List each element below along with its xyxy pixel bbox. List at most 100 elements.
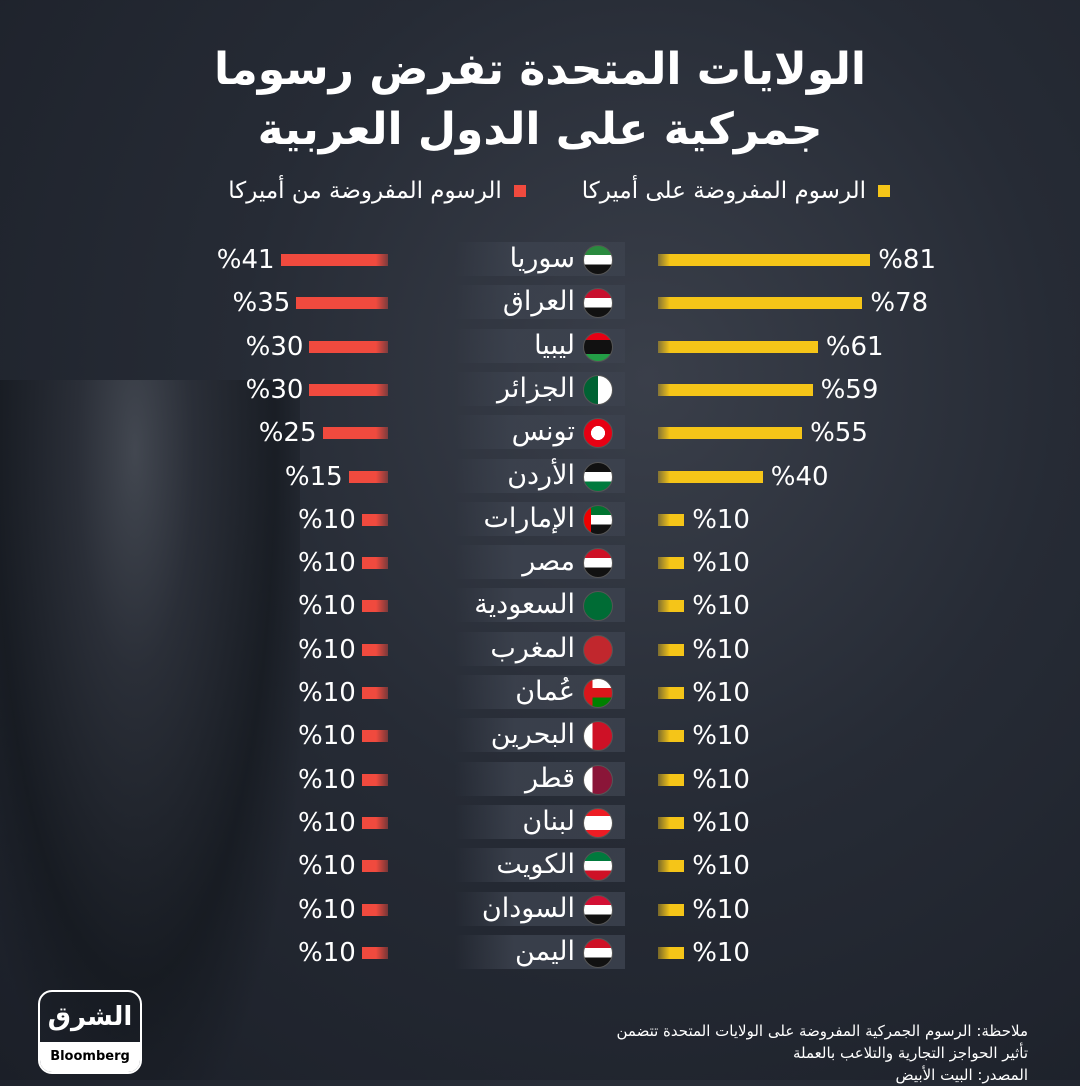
bar-tariff-by-us (361, 600, 388, 613)
chart-row: ليبيا %61 %30 (0, 327, 1080, 367)
bar-tariff-on-us (658, 730, 685, 743)
legend-swatch-red (513, 185, 526, 197)
chart-row: الإمارات %10 %10 (0, 500, 1080, 540)
chart-row: اليمن %10 %10 (0, 933, 1080, 973)
bar-tariff-by-us (309, 383, 388, 396)
value-tariff-on-us: %10 (692, 591, 750, 622)
logo-english: Bloomberg (40, 1042, 140, 1072)
chart-row: السعودية %10 %10 (0, 586, 1080, 626)
note-line: ملاحظة: الرسوم الجمركية المفروضة على الو… (616, 1022, 1028, 1040)
page-title: الولايات المتحدة تفرض رسوما جمركية على ا… (0, 40, 1080, 160)
iraq-flag-icon (583, 288, 613, 319)
bar-tariff-by-us (280, 254, 388, 266)
egypt-flag-icon (583, 548, 613, 579)
background-photo (0, 380, 300, 1080)
legend-swatch-yellow (878, 185, 890, 197)
chart-row: الأردن %40 %15 (0, 457, 1080, 497)
lebanon-flag-icon (583, 807, 613, 838)
bar-tariff-by-us (361, 730, 388, 743)
bar-tariff-on-us (658, 643, 685, 656)
country-name: الإمارات (483, 502, 575, 534)
chart-row: الكويت %10 %10 (0, 846, 1080, 886)
country-name: قطر (525, 762, 575, 794)
bar-tariff-on-us (658, 946, 685, 959)
country-name: الأردن (507, 459, 575, 491)
value-tariff-by-us: %41 (216, 245, 275, 275)
value-tariff-by-us: %10 (298, 937, 356, 968)
value-tariff-by-us: %10 (298, 894, 356, 925)
bar-tariff-on-us (658, 557, 685, 570)
value-tariff-on-us: %78 (870, 288, 929, 319)
morocco-flag-icon (583, 634, 613, 665)
oman-flag-icon (583, 678, 613, 708)
bar-tariff-by-us (361, 773, 388, 786)
bar-tariff-by-us (361, 643, 388, 656)
value-tariff-on-us: %40 (770, 461, 829, 492)
chart-row: تونس %55 %25 (0, 413, 1080, 453)
country-name: السودان (481, 892, 575, 924)
value-tariff-by-us: %30 (245, 331, 304, 362)
value-tariff-on-us: %10 (692, 894, 750, 925)
country-name: السعودية (474, 589, 575, 621)
country-name: عُمان (515, 676, 575, 707)
value-tariff-on-us: %10 (692, 851, 750, 882)
syria-flag-icon (583, 245, 613, 275)
chart-row: مصر %10 %10 (0, 543, 1080, 583)
country-name: البحرين (490, 719, 575, 751)
country-name: الكويت (496, 849, 575, 881)
chart-row: سوريا %81 %41 (0, 240, 1080, 280)
country-name: العراق (502, 286, 575, 318)
value-tariff-by-us: %10 (298, 764, 356, 795)
bar-tariff-on-us (658, 427, 803, 440)
bar-tariff-on-us (658, 383, 813, 396)
country-name: اليمن (514, 935, 575, 967)
bar-tariff-by-us (361, 860, 388, 873)
legend: الرسوم المفروضة على أميركا الرسوم المفرو… (228, 178, 890, 204)
bahrain-flag-icon (583, 721, 613, 752)
country-name: المغرب (490, 632, 575, 664)
bar-tariff-on-us (658, 903, 685, 916)
value-tariff-by-us: %10 (298, 504, 356, 535)
value-tariff-on-us: %55 (810, 418, 868, 449)
bar-tariff-on-us (658, 860, 685, 873)
value-tariff-on-us: %10 (692, 807, 750, 838)
value-tariff-by-us: %10 (298, 721, 356, 752)
tunisia-flag-icon (583, 418, 613, 449)
bar-tariff-by-us (348, 470, 388, 483)
bar-tariff-on-us (658, 297, 863, 310)
kuwait-flag-icon (583, 851, 613, 882)
chart-row: السودان %10 %10 (0, 890, 1080, 930)
country-name: الجزائر (497, 372, 575, 404)
value-tariff-on-us: %81 (878, 245, 937, 275)
value-tariff-on-us: %59 (820, 374, 879, 405)
saudi-flag-icon (583, 591, 613, 622)
chart-row: المغرب %10 %10 (0, 630, 1080, 670)
qatar-flag-icon (583, 764, 613, 795)
legend-label: الرسوم المفروضة على أميركا (581, 178, 866, 204)
bar-tariff-on-us (658, 600, 685, 613)
value-tariff-on-us: %10 (692, 678, 750, 708)
yemen-flag-icon (583, 937, 613, 968)
value-tariff-by-us: %10 (298, 634, 356, 665)
value-tariff-on-us: %61 (825, 331, 884, 362)
bar-tariff-on-us (658, 254, 871, 266)
title-line-1: الولايات المتحدة تفرض رسوما (213, 44, 867, 95)
legend-item-on-us: الرسوم المفروضة على أميركا (582, 178, 890, 204)
bar-tariff-by-us (361, 946, 388, 959)
note-line: تأثير الحواجز التجارية والتلاعب بالعملة (792, 1044, 1028, 1062)
source-line: المصدر: البيت الأبيض (895, 1066, 1028, 1084)
bar-tariff-on-us (658, 470, 763, 483)
value-tariff-by-us: %25 (258, 418, 317, 449)
bar-tariff-on-us (658, 816, 685, 829)
value-tariff-by-us: %10 (298, 851, 356, 882)
chart-row: لبنان %10 %10 (0, 803, 1080, 843)
value-tariff-on-us: %10 (692, 721, 750, 752)
country-name: تونس (511, 416, 575, 448)
value-tariff-on-us: %10 (692, 937, 750, 968)
legend-label: الرسوم المفروضة من أميركا (228, 178, 502, 204)
libya-flag-icon (583, 331, 613, 362)
footnote: ملاحظة: الرسوم الجمركية المفروضة على الو… (616, 1020, 1028, 1086)
bar-tariff-by-us (309, 340, 388, 353)
country-name: مصر (522, 546, 575, 578)
chart-row: البحرين %10 %10 (0, 716, 1080, 756)
